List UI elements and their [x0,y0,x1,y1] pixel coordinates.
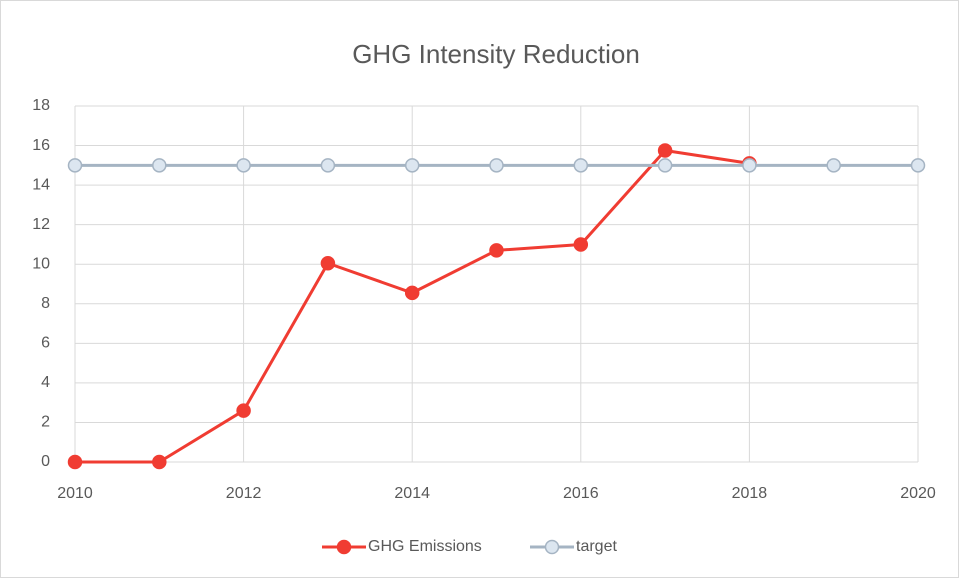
data-point [67,454,83,470]
data-point [404,158,420,173]
legend-marker [544,539,560,555]
data-point [910,158,926,173]
data-point [657,158,673,173]
y-tick-label: 0 [41,453,50,470]
y-tick-label: 18 [32,97,50,114]
y-tick-label: 2 [41,414,50,431]
data-point [236,403,251,418]
y-tick-label: 8 [41,295,50,312]
x-tick-label: 2020 [900,485,936,502]
x-tick-label: 2010 [57,485,93,502]
y-tick-label: 10 [32,255,50,272]
data-point [826,158,841,173]
chart-title: GHG Intensity Reduction [352,39,640,69]
y-tick-label: 16 [32,137,50,154]
data-point [320,158,336,173]
x-tick-label: 2012 [226,485,262,502]
data-point [67,158,83,173]
data-point [573,237,589,252]
data-point [152,158,167,173]
y-tick-label: 14 [32,176,50,193]
data-point [152,454,167,470]
y-tick-label: 12 [32,216,50,233]
legend-label: target [576,538,617,555]
data-point [573,158,589,173]
legend-marker [336,539,352,555]
data-point [657,143,673,158]
x-tick-label: 2016 [563,485,599,502]
x-tick-label: 2018 [732,485,768,502]
data-point [404,285,420,301]
data-point [320,255,336,271]
legend-label: GHG Emissions [368,538,482,555]
y-tick-label: 4 [41,374,50,391]
data-point [489,243,504,258]
data-point [236,158,251,173]
y-tick-label: 6 [41,335,50,352]
data-point [742,158,757,173]
data-point [489,158,504,173]
x-tick-label: 2014 [394,485,430,502]
